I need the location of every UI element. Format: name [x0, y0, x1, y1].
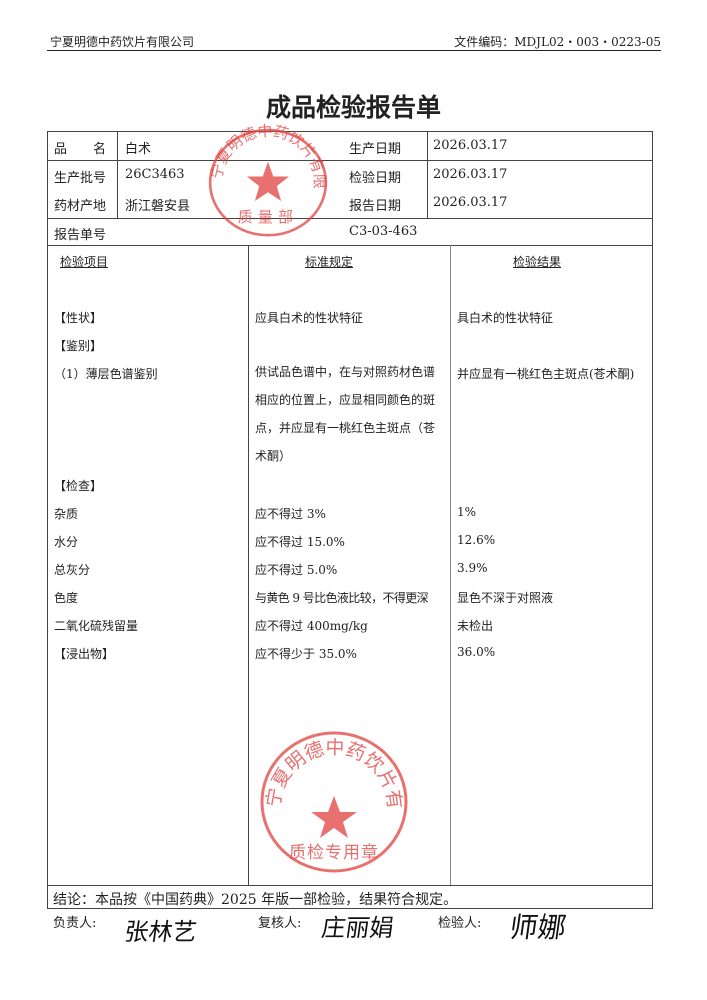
reviewer-label: 复核人: — [258, 916, 302, 931]
header-divider — [47, 50, 661, 51]
report-date-label: 报告日期 — [349, 199, 402, 214]
column-header-result: 检验结果 — [513, 255, 562, 269]
row-item: 总灰分 — [54, 563, 91, 577]
row-result: 12.6% — [457, 533, 496, 547]
svg-text:宁夏明德中药饮片有限公司: 宁夏明德中药饮片有限公司 — [258, 730, 406, 810]
row-result: 并应显有一桃红色主斑点(苍术酮) — [457, 367, 635, 381]
row-item: 色度 — [54, 591, 79, 605]
svg-text:宁夏明德中药饮片有限公司: 宁夏明德中药饮片有限公司 — [200, 123, 329, 189]
row-standard: 应不得过 3% — [255, 507, 326, 521]
row-standard: 应不得过 15.0% — [255, 535, 345, 549]
column-header-item: 检验项目 — [60, 255, 109, 269]
responsible-label: 负责人: — [53, 916, 97, 931]
report-number-label: 报告单号 — [54, 228, 107, 243]
test-date-value: 2026.03.17 — [433, 167, 508, 182]
row-item: （1）薄层色谱鉴别 — [54, 367, 158, 381]
row-item: 水分 — [54, 535, 79, 549]
row-standard: 应具白术的性状特征 — [255, 311, 364, 325]
report-number-value: C3-03-463 — [349, 224, 418, 239]
row-standard: 应不得过 400mg/kg — [255, 619, 368, 633]
production-date-value: 2026.03.17 — [433, 138, 508, 153]
report-date-value: 2026.03.17 — [433, 195, 508, 210]
svg-text:质检专用章: 质检专用章 — [289, 843, 379, 863]
row-standard: 与黄色 9 号比色液比较，不得更深 — [255, 591, 429, 605]
quality-department-stamp: 宁夏明德中药饮片有限公司 质量部 — [200, 123, 329, 237]
name-value: 白术 — [125, 142, 152, 157]
star-icon — [246, 161, 290, 202]
document-code: 文件编码：MDJL02・003・0223-05 — [454, 35, 661, 49]
row-item: 【鉴别】 — [54, 339, 103, 353]
row-result: 显色不深于对照液 — [457, 591, 554, 605]
inspector-label: 检验人: — [438, 916, 482, 931]
reviewer-signature: 庄丽娟 — [319, 914, 396, 942]
company-name: 宁夏明德中药饮片有限公司 — [50, 35, 195, 49]
row-standard: 应不得过 5.0% — [255, 563, 338, 577]
row-item: 【性状】 — [54, 311, 103, 325]
page-title: 成品检验报告单 — [265, 93, 441, 122]
row-result: 1% — [457, 505, 477, 519]
inspector-signature: 师娜 — [507, 911, 569, 944]
row-item: 二氧化硫残留量 — [54, 619, 139, 633]
quality-inspection-stamp: 宁夏明德中药饮片有限公司 质检专用章 — [258, 730, 408, 873]
responsible-signature: 张林艺 — [122, 918, 199, 946]
production-date-label: 生产日期 — [349, 142, 402, 157]
row-item: 杂质 — [54, 507, 79, 521]
star-icon — [311, 796, 357, 838]
row-result: 具白术的性状特征 — [457, 311, 554, 325]
row-item: 【浸出物】 — [54, 647, 115, 661]
row-standard: 供试品色谱中，在与对照药材色谱相应的位置上，应显相同颜色的斑点，并应显有一桃红色… — [255, 365, 436, 463]
row-result: 未检出 — [457, 619, 494, 633]
conclusion: 结论：本品按《中国药典》2025 年版一部检验，结果符合规定。 — [53, 892, 458, 908]
name-label: 品 名 — [54, 142, 107, 157]
origin-value: 浙江磐安县 — [125, 199, 191, 214]
row-result: 3.9% — [457, 561, 488, 575]
test-date-label: 检验日期 — [349, 171, 402, 186]
row-standard: 应不得少于 35.0% — [255, 647, 357, 661]
column-header-standard: 标准规定 — [305, 255, 354, 269]
batch-label: 生产批号 — [54, 171, 107, 186]
row-result: 36.0% — [457, 645, 496, 659]
row-item: 【检查】 — [54, 479, 103, 493]
origin-label: 药材产地 — [54, 199, 107, 214]
batch-value: 26C3463 — [125, 167, 185, 182]
